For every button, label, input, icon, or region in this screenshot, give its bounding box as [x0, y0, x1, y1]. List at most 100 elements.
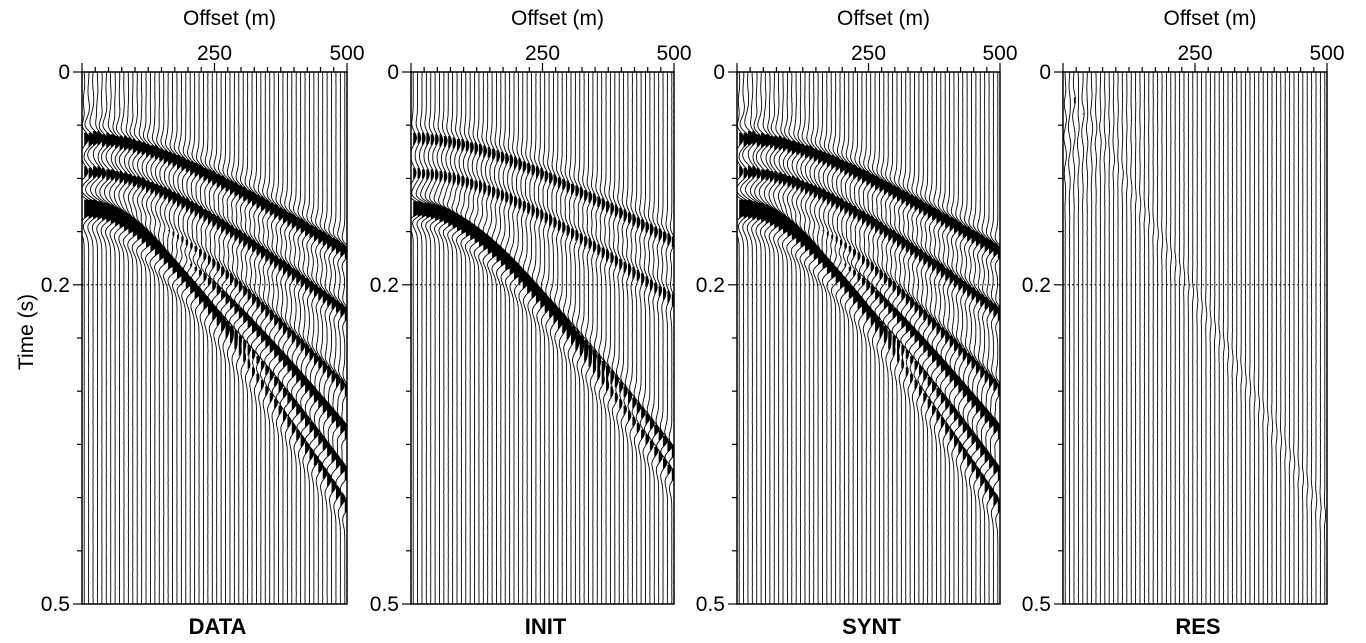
trace-fill — [813, 148, 821, 261]
trace — [740, 72, 760, 604]
trace-fill — [632, 214, 637, 427]
trace — [554, 72, 565, 604]
trace — [949, 72, 961, 604]
trace — [758, 72, 777, 604]
trace-fill — [967, 226, 974, 467]
trace — [1187, 72, 1190, 604]
panel-data: 250 500 0 0.2 0.5 Offset (m) DATA — [41, 7, 365, 639]
trace — [491, 72, 507, 604]
trace — [840, 72, 852, 604]
trace-fill — [809, 145, 817, 256]
trace — [339, 72, 347, 604]
trace — [1090, 72, 1094, 604]
y-tick-label: 0.5 — [41, 593, 70, 616]
trace — [504, 72, 520, 604]
trace — [109, 72, 126, 604]
trace — [598, 72, 606, 604]
trace — [411, 72, 430, 604]
panel-synt: 250 500 0 0.2 0.5 Offset (m) SYNT — [696, 7, 1018, 639]
trace-fill — [579, 186, 584, 357]
trace — [203, 72, 215, 604]
trace-fill — [619, 207, 623, 409]
trace — [1156, 72, 1159, 604]
trace-fill — [487, 147, 498, 254]
trace — [962, 72, 974, 604]
trace-fill — [949, 217, 956, 441]
trace — [1235, 72, 1238, 604]
trace — [473, 72, 490, 604]
trace-fill — [962, 225, 969, 460]
trace — [300, 72, 312, 604]
trace — [1121, 72, 1124, 604]
trace — [935, 72, 948, 604]
trace — [1323, 72, 1326, 604]
trace — [118, 72, 135, 604]
trace — [865, 72, 878, 604]
trace — [883, 72, 895, 604]
trace — [737, 72, 756, 604]
trace — [668, 72, 674, 604]
trace-fill — [623, 209, 628, 416]
trace-fill — [203, 167, 210, 310]
trace — [1293, 72, 1296, 604]
trace — [1126, 72, 1128, 604]
trace — [509, 72, 524, 604]
trace — [286, 72, 299, 604]
trace-fill — [818, 150, 826, 266]
trace — [482, 72, 499, 604]
trace — [224, 72, 237, 604]
trace-fill — [344, 245, 347, 513]
trace — [931, 72, 943, 604]
trace-fill — [335, 239, 342, 500]
trace-fill — [923, 202, 930, 403]
trace — [460, 72, 478, 604]
trace — [451, 72, 469, 604]
trace — [1200, 72, 1203, 604]
trace-fill — [535, 166, 544, 304]
trace — [804, 72, 818, 604]
trace — [1067, 72, 1072, 604]
trace — [154, 72, 168, 604]
trace — [1222, 72, 1225, 604]
trace-fill — [518, 158, 528, 285]
trace — [415, 72, 434, 604]
trace — [540, 72, 552, 604]
trace — [1148, 72, 1151, 604]
trace — [655, 72, 664, 604]
trace — [113, 72, 131, 604]
trace — [763, 72, 781, 604]
trace — [611, 72, 619, 604]
panel-frame — [1062, 71, 1328, 605]
trace-fill — [936, 209, 943, 422]
trace — [131, 72, 147, 604]
trace-fill — [212, 170, 219, 321]
panel-title: RES — [1175, 614, 1220, 639]
trace — [251, 72, 263, 604]
trace — [326, 72, 338, 604]
trace — [799, 72, 814, 604]
trace-fill — [610, 202, 615, 398]
trace — [849, 72, 861, 604]
trace — [1174, 72, 1177, 604]
trace-fill — [172, 153, 180, 275]
trace-fill — [221, 175, 228, 333]
trace-fill — [575, 185, 580, 352]
trace — [637, 72, 646, 604]
trace — [513, 72, 528, 604]
trace — [277, 72, 290, 604]
trace — [1134, 72, 1137, 604]
trace — [1108, 72, 1111, 604]
trace-fill — [658, 228, 664, 464]
trace — [469, 72, 486, 604]
trace-fill — [914, 196, 921, 390]
trace — [1139, 72, 1142, 604]
trace — [122, 72, 139, 604]
trace — [1165, 72, 1168, 604]
trace — [304, 72, 316, 604]
trace — [216, 72, 228, 604]
trace — [313, 72, 325, 604]
trace — [1240, 72, 1243, 604]
trace — [1099, 72, 1102, 604]
trace — [896, 72, 908, 604]
trace — [844, 72, 857, 604]
